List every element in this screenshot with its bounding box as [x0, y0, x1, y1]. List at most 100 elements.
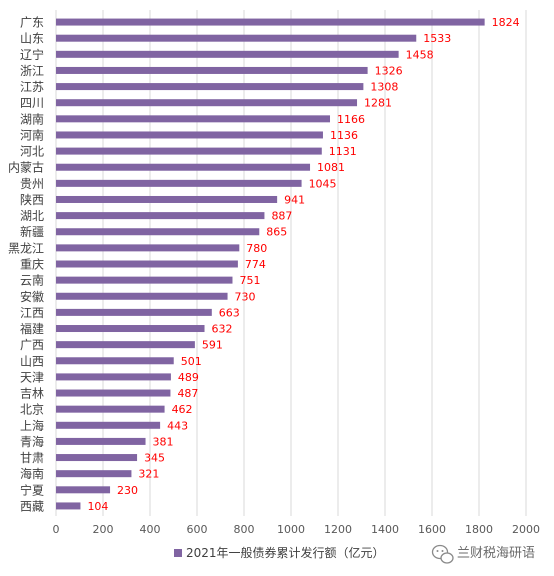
category-label: 西藏	[20, 499, 44, 513]
value-label: 501	[181, 355, 202, 368]
bar	[56, 228, 260, 236]
value-label: 487	[177, 387, 198, 400]
bar	[56, 34, 417, 42]
x-tick-label: 800	[234, 523, 255, 536]
category-label: 贵州	[20, 177, 44, 191]
bar	[56, 470, 132, 478]
legend-label: 2021年一般债券累计发行额（亿元）	[186, 545, 385, 560]
bar	[56, 405, 165, 413]
category-label: 青海	[20, 434, 44, 449]
watermark-text: 兰财税海研语	[457, 546, 535, 561]
bar	[56, 437, 146, 445]
bar	[56, 502, 81, 510]
value-label: 865	[266, 226, 287, 239]
category-label: 新疆	[20, 224, 44, 239]
bar	[56, 421, 161, 429]
bar	[56, 212, 265, 220]
wechat-icon	[431, 544, 454, 564]
category-label: 内蒙古	[8, 160, 44, 175]
category-label: 江西	[20, 306, 44, 320]
bar	[56, 486, 111, 494]
category-label: 河北	[20, 145, 44, 159]
bar	[56, 276, 233, 284]
bar	[56, 454, 138, 462]
category-label: 湖南	[20, 111, 44, 126]
x-tick-label: 200	[93, 523, 114, 536]
x-tick-label: 1600	[418, 523, 446, 536]
value-label: 663	[219, 306, 240, 319]
x-tick-label: 2000	[512, 523, 540, 536]
bar	[56, 292, 228, 300]
value-label: 1824	[492, 16, 520, 29]
value-label: 1308	[370, 81, 398, 94]
value-label: 751	[239, 274, 260, 287]
category-label: 四川	[20, 96, 44, 110]
category-label: 重庆	[20, 258, 44, 272]
value-label: 1166	[337, 113, 365, 126]
bar	[56, 66, 368, 74]
category-label: 广西	[20, 338, 44, 352]
value-label: 345	[144, 452, 165, 465]
category-label: 吉林	[20, 387, 44, 401]
category-labels: 广东山东辽宁浙江江苏四川湖南河南河北内蒙古贵州陕西湖北新疆黑龙江重庆云南安徽江西…	[8, 16, 44, 514]
x-tick-label: 600	[187, 523, 208, 536]
bar	[56, 325, 205, 333]
value-label: 1045	[309, 177, 337, 190]
watermark: 兰财税海研语	[431, 544, 535, 564]
bar	[56, 357, 174, 365]
value-label: 941	[284, 193, 305, 206]
value-label: 1533	[423, 32, 451, 45]
category-label: 江苏	[20, 80, 44, 94]
category-label: 海南	[20, 466, 44, 481]
value-label: 489	[178, 371, 199, 384]
bar	[56, 115, 331, 123]
value-label: 1281	[364, 97, 392, 110]
bar	[56, 83, 364, 91]
value-label: 443	[167, 419, 188, 432]
category-label: 安徽	[20, 289, 44, 304]
grid-lines	[55, 10, 527, 516]
x-tick-label: 1400	[371, 523, 399, 536]
category-label: 宁夏	[20, 482, 44, 497]
category-label: 天津	[20, 370, 44, 384]
bar	[56, 163, 311, 171]
x-tick-label: 0	[53, 523, 60, 536]
x-tick-label: 1000	[277, 523, 305, 536]
bar	[56, 195, 278, 203]
value-label: 230	[117, 484, 138, 497]
bar	[56, 131, 323, 139]
value-label: 462	[172, 403, 193, 416]
bar	[56, 308, 212, 316]
value-label: 887	[271, 210, 292, 223]
bar	[56, 260, 238, 268]
category-label: 陕西	[20, 192, 44, 207]
bar	[56, 244, 240, 252]
value-label: 1131	[329, 145, 357, 158]
value-label: 381	[153, 435, 174, 448]
value-label: 104	[87, 500, 108, 513]
value-label: 780	[246, 242, 267, 255]
x-axis-ticks: 0 200 400 600 800 1000 1200 1400 1600 1800 2000	[53, 523, 541, 536]
category-label: 云南	[20, 273, 44, 288]
value-label: 774	[245, 258, 266, 271]
category-label: 黑龙江	[8, 241, 44, 255]
category-label: 北京	[20, 403, 44, 417]
category-label: 山东	[20, 32, 44, 46]
value-label: 632	[212, 323, 233, 336]
x-tick-label: 1200	[324, 523, 352, 536]
legend: 2021年一般债券累计发行额（亿元）	[174, 545, 385, 560]
bar	[56, 179, 302, 187]
category-label: 福建	[20, 321, 44, 336]
category-label: 山西	[20, 354, 44, 368]
value-label: 321	[138, 468, 159, 481]
category-label: 河南	[20, 127, 44, 142]
value-label: 1081	[317, 161, 345, 174]
x-tick-label: 400	[140, 523, 161, 536]
value-label: 1458	[406, 48, 434, 61]
bars	[56, 18, 485, 510]
bar	[56, 99, 358, 107]
category-label: 湖北	[20, 208, 44, 223]
